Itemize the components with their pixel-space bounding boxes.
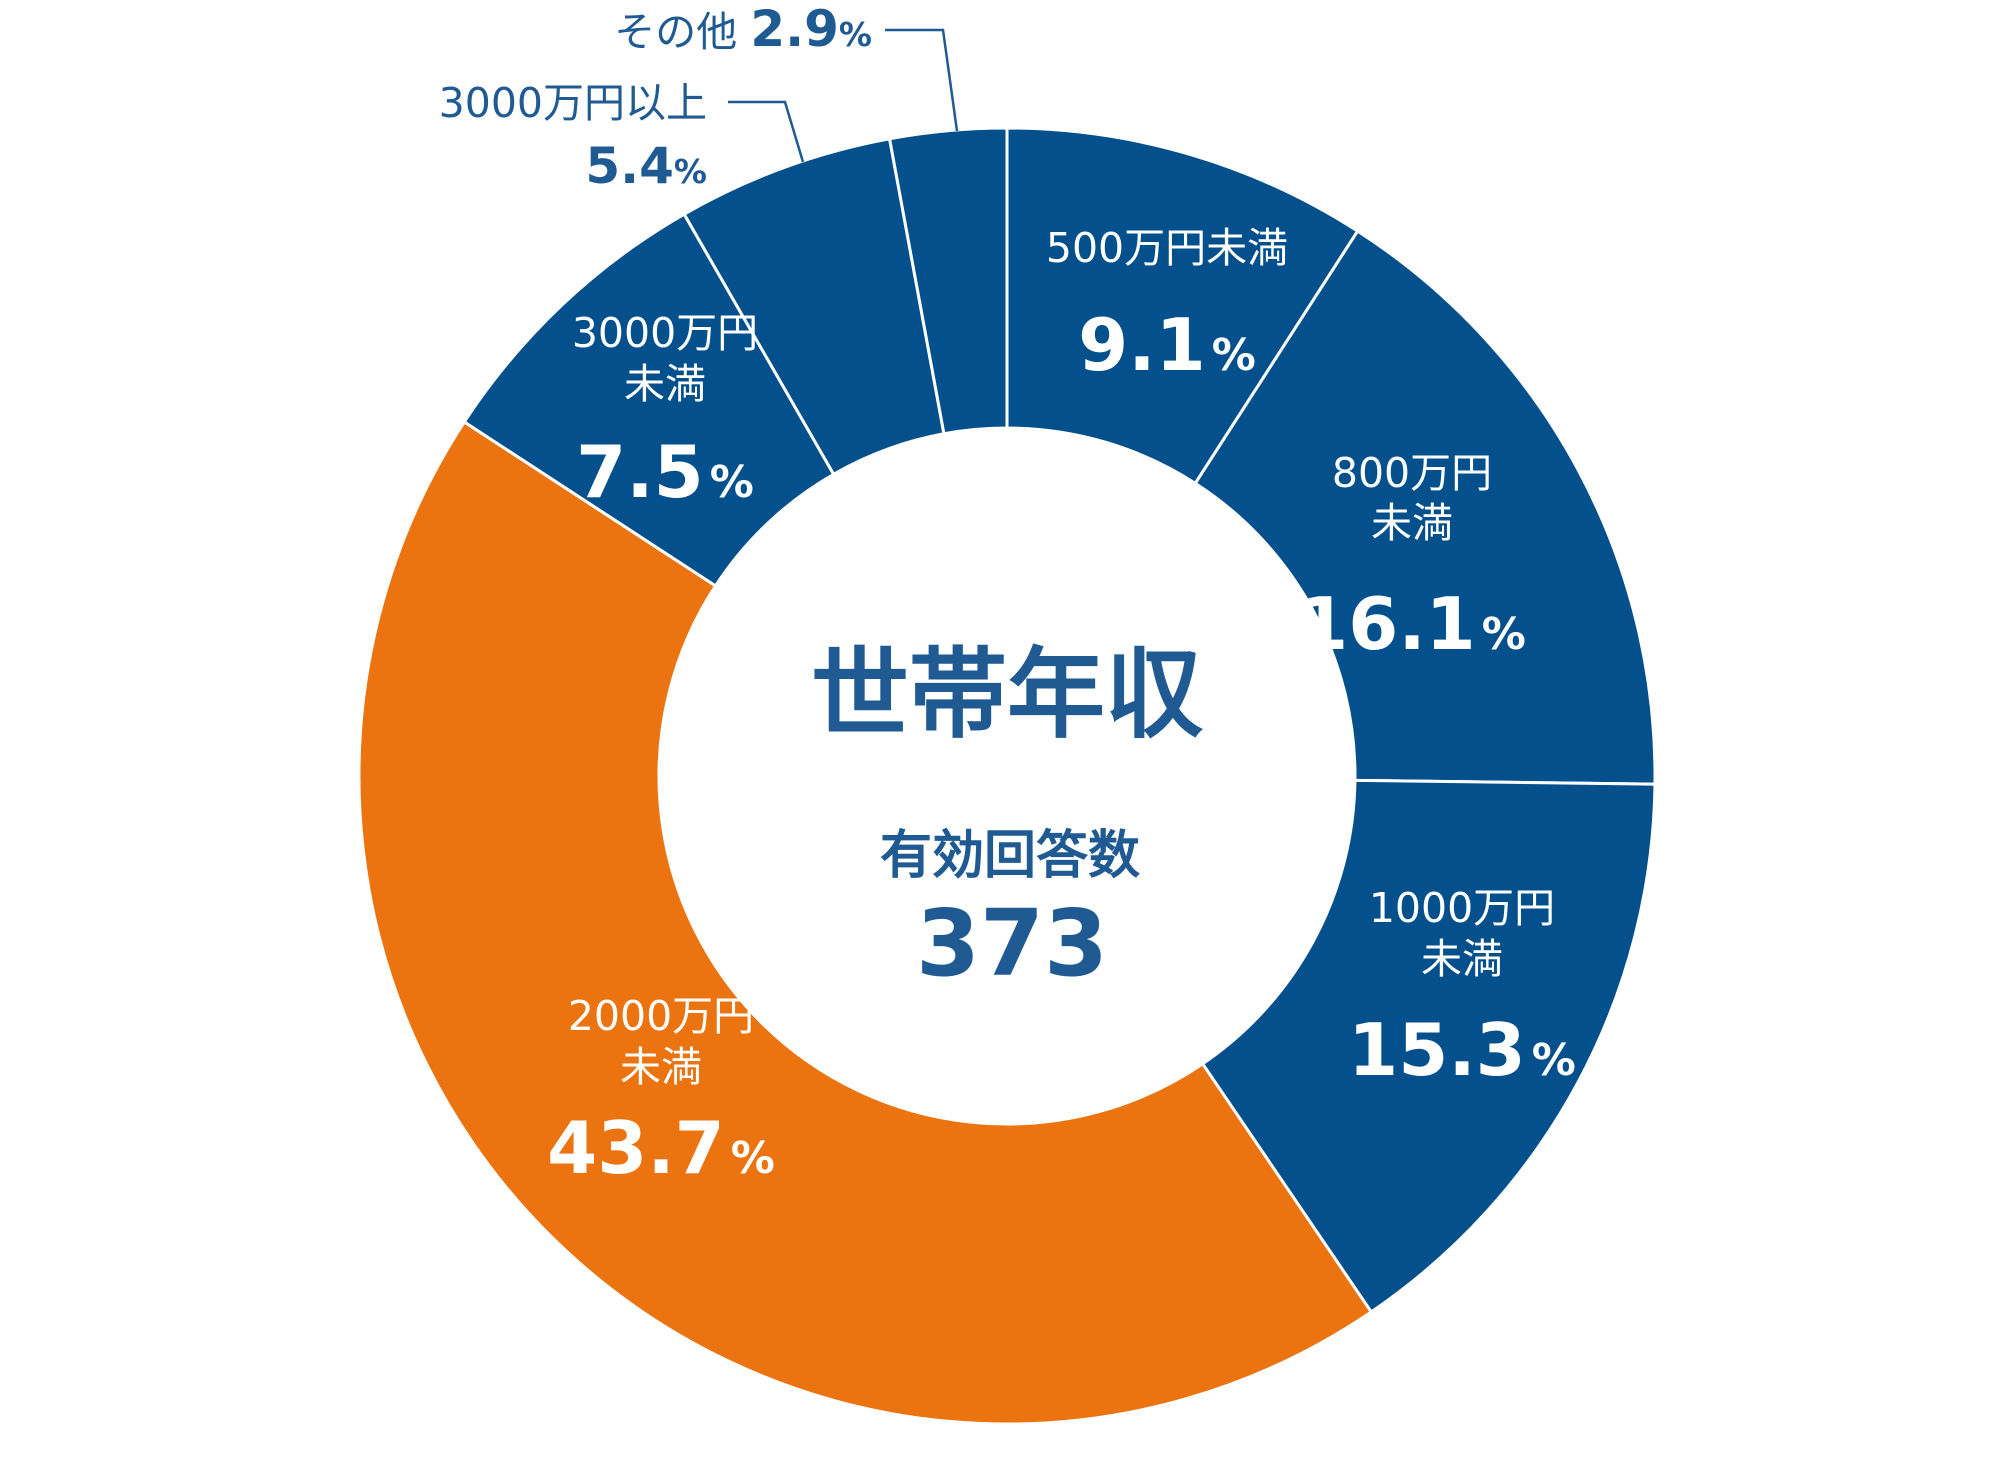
slice-category-label: 未満 [1421,935,1503,983]
center-subtitle: 有効回答数 [880,826,1140,886]
leader-line-5 [728,100,805,163]
slice-value-label: 5.4% [585,137,707,195]
slice-category-label: 800万円 [1332,449,1492,497]
slice-label-5: 3000万円以上 5.4% [439,79,707,195]
leader-line-6 [885,28,959,132]
slice-category-label: 1000万円 [1369,884,1555,932]
slice-category-label: 未満 [624,360,706,408]
slice-category-label: 未満 [620,1043,702,1091]
slice-category-label: 未満 [1371,499,1453,547]
donut-slice-0 [1005,126,1360,486]
slice-label-6: その他 2.9% [614,0,872,58]
slice-label-0: 500万円未満 9.1% [1046,224,1288,387]
slice-outside-label: その他 2.9% [614,0,872,58]
slice-value-label: 16.1% [1298,582,1526,666]
slice-value-label: 9.1% [1078,303,1256,387]
slice-category-label: 3000万円 [572,309,758,357]
leader-lines-layer [728,28,959,163]
donut-slice-1 [1193,228,1657,786]
donut-slice-3 [357,419,1374,1426]
slice-category-label: 3000万円以上 [439,79,707,127]
center-response-count: 373 [916,890,1108,997]
slice-category-label: 2000万円 [568,992,754,1040]
center-label: 世帯年収 有効回答数 373 [811,638,1203,997]
donut-slice-6 [887,126,1009,436]
center-title: 世帯年収 [811,638,1203,752]
slices-layer [357,126,1657,1426]
donut-slice-2 [1200,778,1657,1315]
slice-category-label: 500万円未満 [1046,224,1288,272]
